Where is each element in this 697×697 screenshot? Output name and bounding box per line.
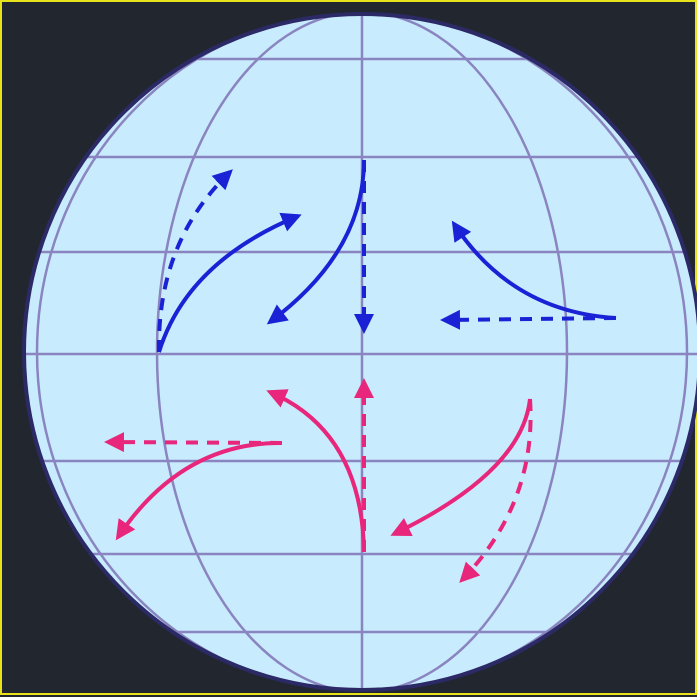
- deflected-path-arrow: [266, 389, 366, 553]
- intended-path-arrow: [156, 169, 233, 353]
- deflected-path-arrow: [451, 220, 617, 320]
- northern-hemisphere-arrows: [156, 159, 617, 353]
- meridian-ellipse: [35, 14, 689, 690]
- intended-path-arrow: [440, 309, 617, 330]
- deflected-path-arrow: [115, 440, 283, 541]
- southern-hemisphere-arrows: [104, 378, 533, 583]
- deflected-path-arrow: [157, 212, 302, 353]
- intended-path-arrow: [459, 398, 533, 583]
- deflected-path-arrow: [266, 159, 366, 325]
- deflected-path-arrow: [390, 398, 532, 537]
- globe-body: [24, 14, 697, 690]
- globe-outline: [22, 12, 697, 692]
